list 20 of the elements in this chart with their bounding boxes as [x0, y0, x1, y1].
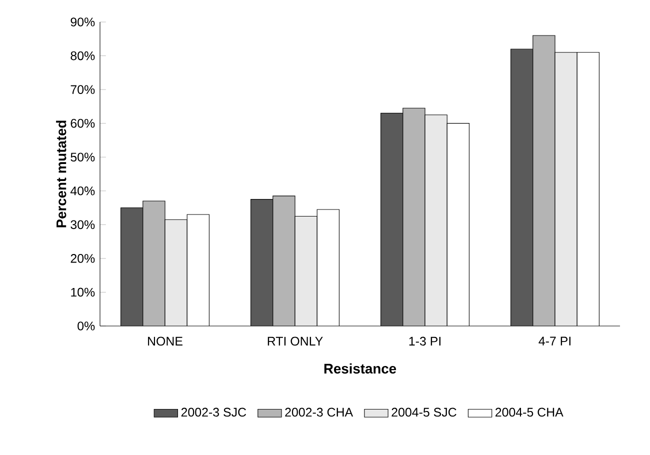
legend-label: 2002-3 CHA	[285, 408, 354, 417]
x-tick-label: 4-7 PI	[538, 336, 570, 346]
y-tick-label: 90%	[70, 18, 95, 26]
legend-label: 2004-5 CHA	[495, 408, 564, 417]
x-tick-label: 1-3 PI	[409, 336, 440, 346]
y-tick-label: 50%	[70, 152, 95, 162]
y-tick-label: 30%	[70, 220, 95, 230]
y-axis-title: Percent mutated	[56, 120, 66, 228]
legend-label: 2002-3 SJC	[181, 408, 246, 417]
y-tick-label: 40%	[70, 186, 95, 196]
y-tick-label: 60%	[70, 118, 95, 128]
x-axis-title: Resistance	[324, 363, 396, 374]
x-tick-label: RTI ONLY	[268, 336, 323, 346]
y-tick-label: 20%	[70, 254, 95, 263]
x-tick-label: NONE	[148, 336, 182, 346]
y-tick-label: 10%	[71, 288, 95, 297]
legend-label: 2004-5 SJC	[392, 408, 456, 417]
y-tick-label: 0%	[78, 322, 95, 330]
y-tick-label: 70%	[70, 85, 95, 94]
y-tick-label: 80%	[70, 51, 95, 60]
